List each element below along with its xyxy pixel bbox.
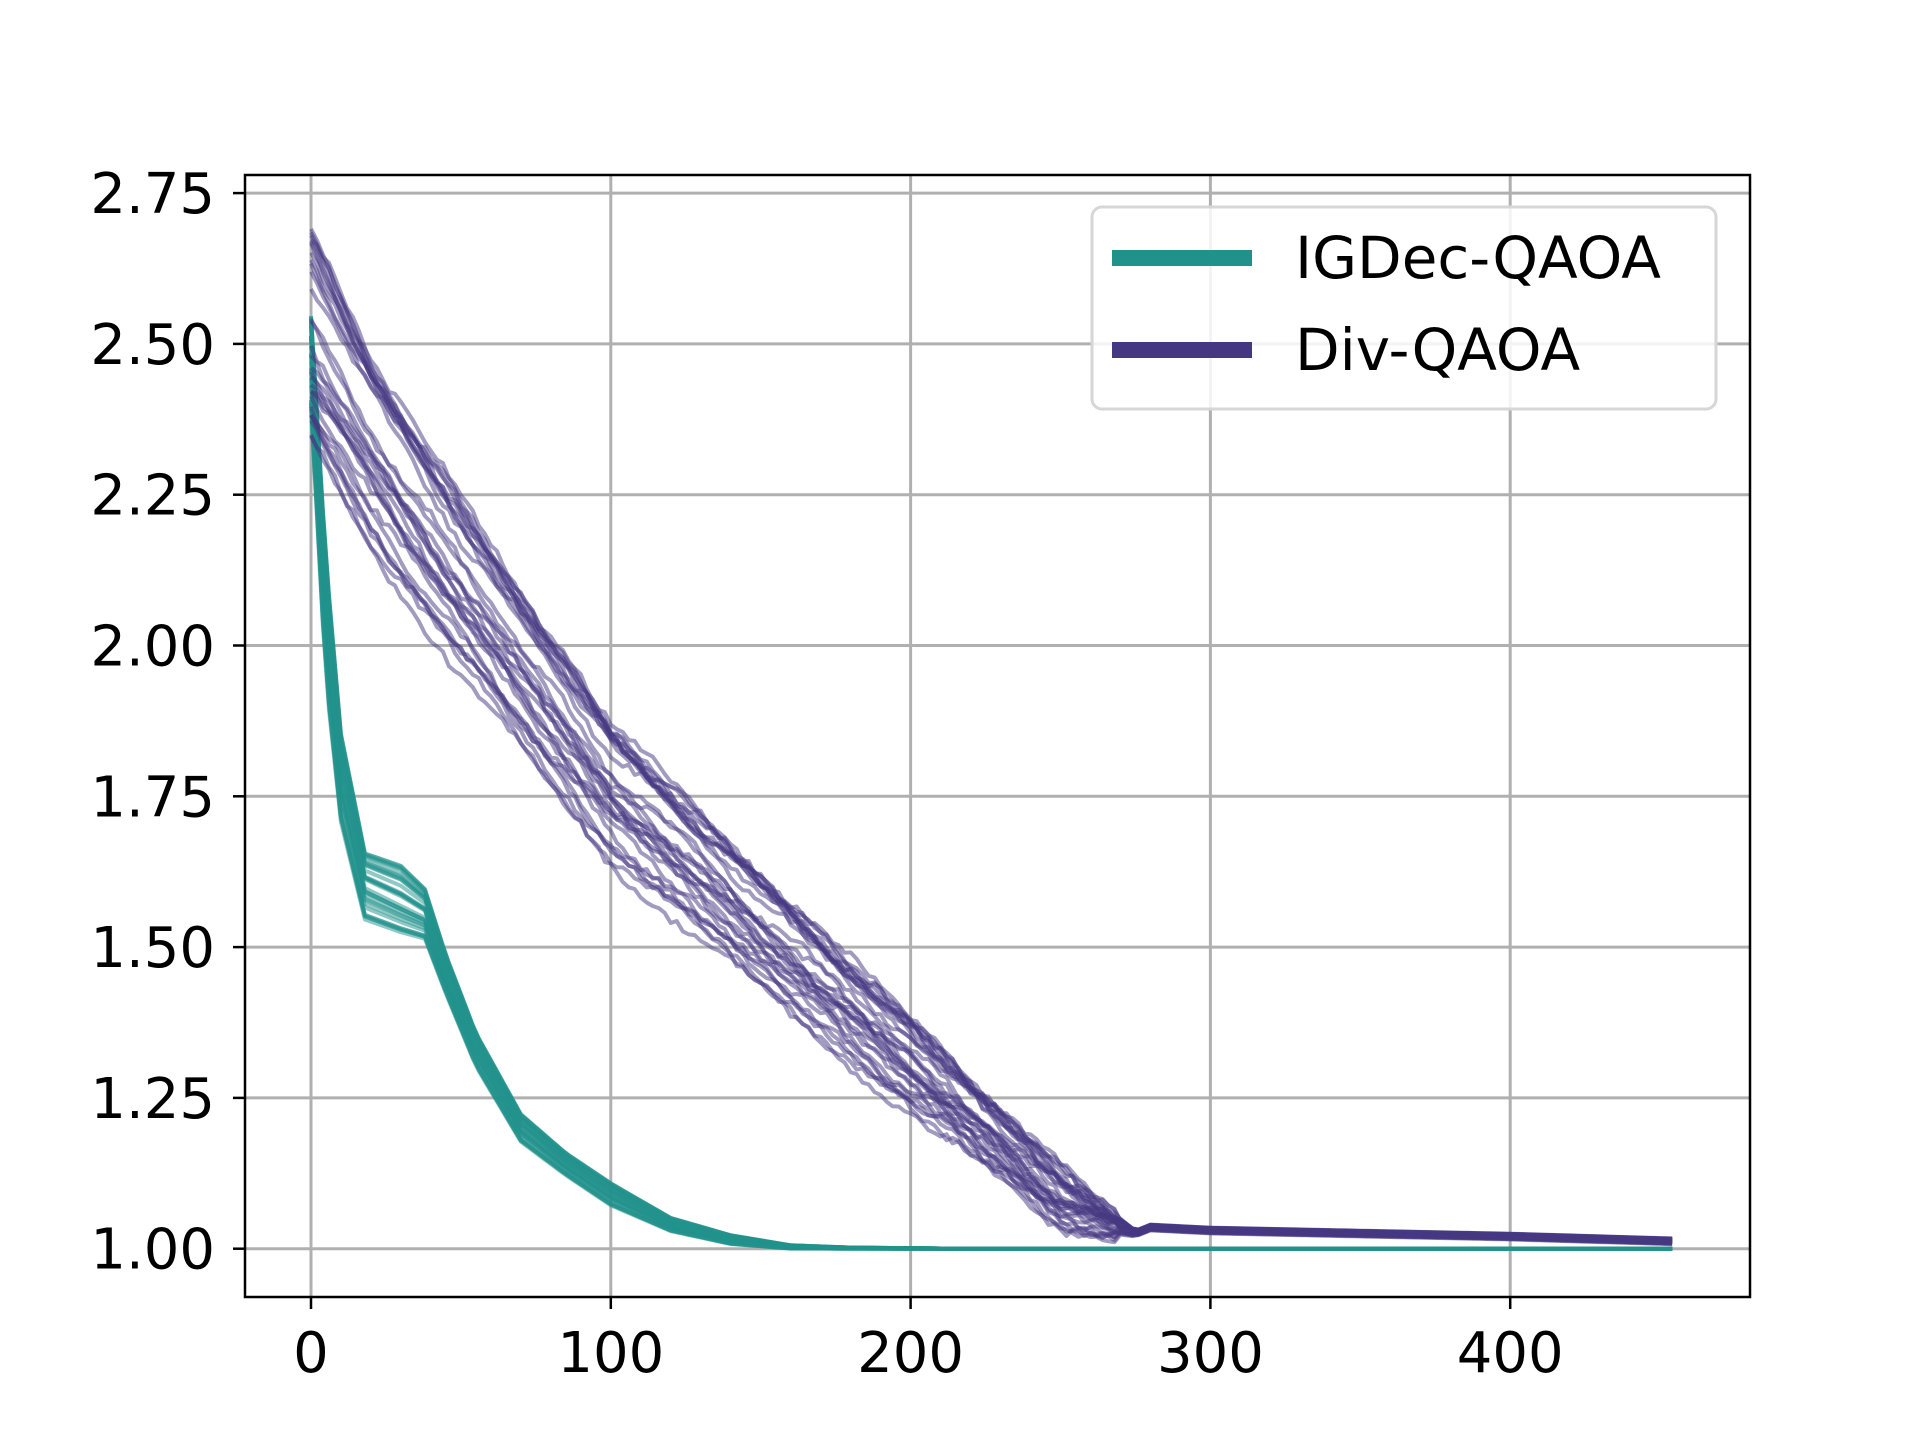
series-layer (309, 227, 1673, 1251)
y-tick-label: 1.25 (90, 1067, 215, 1132)
x-tick-label: 400 (1457, 1321, 1564, 1386)
y-tick-label: 2.00 (90, 615, 215, 680)
series-run-line (309, 337, 1673, 1251)
series-igdec-qaoa (309, 315, 1673, 1251)
x-tick-label: 100 (557, 1321, 664, 1386)
legend: IGDec-QAOA Div-QAOA (1090, 205, 1718, 411)
ticks: 0 100 200 300 400 1.00 1.25 1.50 1.75 2.00 2.25 2.5… (90, 162, 1563, 1386)
y-tick-label: 1.50 (90, 916, 215, 981)
y-tick-label: 2.50 (90, 313, 215, 378)
axes-frame (243, 173, 1752, 1299)
y-tick-label: 1.00 (90, 1218, 215, 1283)
series-div-qaoa (309, 227, 1673, 1247)
y-tick-label: 2.75 (90, 162, 215, 227)
x-tick-label: 200 (857, 1321, 964, 1386)
legend-label-div-qaoa: Div-QAOA (1295, 316, 1581, 384)
x-tick-label: 300 (1157, 1321, 1264, 1386)
x-tick-label: 0 (293, 1321, 329, 1386)
series-run-line (309, 375, 1673, 1244)
series-run-line (309, 227, 1673, 1241)
y-tick-label: 1.75 (90, 765, 215, 830)
legend-label-igdec-qaoa: IGDec-QAOA (1295, 224, 1661, 292)
y-tick-label: 2.25 (90, 464, 215, 529)
